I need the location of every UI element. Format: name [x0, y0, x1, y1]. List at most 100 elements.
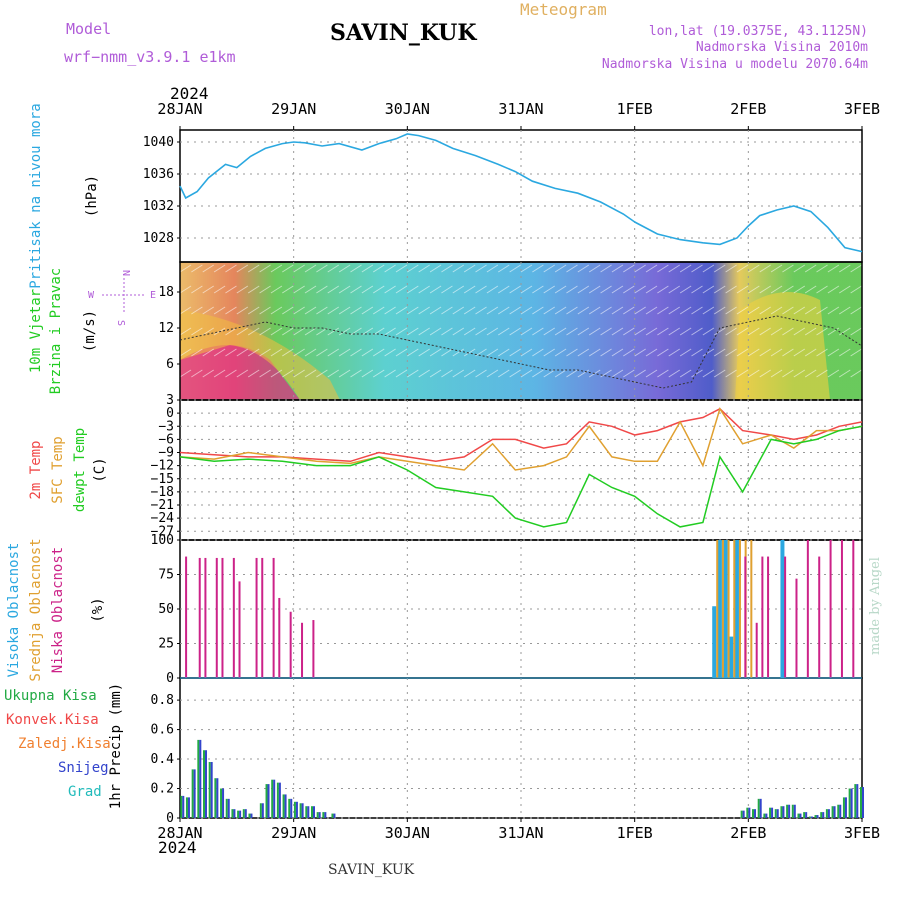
precip-bar-snow — [222, 788, 225, 818]
wind-barb-mark — [623, 327, 635, 336]
wind-barb-mark — [179, 306, 192, 315]
precip-bar-total — [814, 815, 817, 818]
wind-barb-mark — [452, 285, 465, 294]
wind-ylabel-2: Brzina i Pravac — [48, 268, 64, 394]
wind-barb-mark — [247, 348, 260, 357]
wind-barb-mark — [600, 348, 612, 357]
wind-barb-mark — [679, 264, 692, 273]
wind-barb-mark — [372, 285, 385, 294]
precip-bar-snow — [799, 813, 802, 818]
pressure-ylabel: Pritisak na nivou mora — [28, 103, 44, 288]
wind-barb-mark — [634, 285, 646, 294]
wind-barb-mark — [293, 327, 305, 336]
cloud-bar-1 — [721, 540, 724, 678]
precip-legend-4: Grad — [68, 784, 102, 800]
wind-barb-mark — [838, 285, 851, 294]
precip-legend-1: Konvek.Kisa — [6, 712, 99, 728]
wind-barb-mark — [441, 306, 453, 315]
wind-barb-mark — [407, 264, 419, 273]
wind-ytick-label: 12 — [158, 321, 174, 336]
precip-bar-total — [180, 795, 183, 818]
wind-barb-mark — [759, 264, 771, 273]
precip-ytick-label: 0 — [166, 811, 174, 826]
year-bottom: 2024 — [158, 838, 197, 857]
wind-barb-mark — [418, 285, 430, 294]
wind-barb-mark — [361, 306, 374, 315]
precip-bar-total — [265, 784, 268, 818]
wind-barb-mark — [554, 285, 567, 294]
wind-barb-mark — [384, 348, 396, 357]
wind-barb-mark — [668, 369, 681, 378]
wind-barb-mark — [770, 369, 783, 378]
precip-bar-snow — [793, 804, 796, 818]
wind-barb-mark — [850, 348, 862, 357]
wind-barb-mark — [213, 285, 226, 294]
wind-barb-mark — [725, 348, 737, 357]
precip-legend-0: Ukupna Kisa — [4, 688, 97, 704]
wind-barb-mark — [282, 306, 294, 315]
wind-barb-mark — [475, 348, 487, 357]
precip-bar-total — [208, 762, 211, 818]
pressure-unit: (hPa) — [84, 175, 100, 217]
precip-bar-total — [763, 813, 766, 818]
cloud-bar-1 — [727, 540, 730, 678]
wind-barb-mark — [827, 348, 840, 357]
year-top: 2024 — [170, 84, 209, 103]
wind-barb-mark — [566, 369, 578, 378]
wind-barb-mark — [588, 285, 601, 294]
compass-n: N — [120, 270, 131, 276]
wind-barb-mark — [247, 264, 260, 273]
wind-barb-mark — [816, 264, 828, 273]
wind-barb-mark — [407, 327, 419, 336]
model-elevation-label: Nadmorska Visina u modelu 2070.64m — [601, 57, 868, 72]
wind-barb-mark — [179, 327, 192, 336]
wind-barb-mark — [577, 264, 590, 273]
wind-barb-mark — [634, 348, 646, 357]
cloud-bar-2 — [852, 540, 855, 678]
wind-barb-mark — [691, 348, 703, 357]
precip-bar-snow — [776, 809, 779, 818]
wind-barb-mark — [475, 327, 487, 336]
time-label-bottom: 3FEB — [844, 824, 880, 842]
wind-barb-mark — [532, 369, 544, 378]
precip-bar-total — [854, 784, 857, 818]
wind-barb-mark — [520, 264, 533, 273]
wind-barb-mark — [509, 264, 521, 273]
wind-barb-mark — [748, 348, 760, 357]
wind-barb-mark — [691, 264, 703, 273]
precip-ytick-label: 0.8 — [151, 693, 174, 708]
precip-bar-snow — [827, 809, 830, 818]
wind-barb-mark — [441, 264, 453, 273]
wind-yellow-patch — [180, 310, 340, 400]
wind-barb-mark — [282, 369, 294, 378]
wind-barb-mark — [691, 369, 703, 378]
wind-barb-mark — [384, 264, 396, 273]
cloud-bar-2 — [255, 557, 258, 678]
wind-barb-mark — [793, 264, 806, 273]
temperature-ytick-label: −24 — [151, 511, 175, 526]
wind-barb-mark — [202, 327, 215, 336]
wind-barb-mark — [361, 264, 374, 273]
wind-barb-mark — [509, 306, 521, 315]
wind-barb-mark — [691, 327, 703, 336]
wind-barb-mark — [645, 264, 658, 273]
wind-barb-mark — [793, 285, 806, 294]
pressure-ytick-label: 1032 — [143, 199, 174, 214]
precip-bar-total — [316, 812, 319, 818]
wind-barb-mark — [407, 369, 419, 378]
wind-barb-mark — [702, 306, 715, 315]
wind-barb-mark — [407, 306, 419, 315]
wind-barb-mark — [441, 327, 453, 336]
wind-barb-mark — [804, 264, 817, 273]
wind-barb-mark — [736, 264, 749, 273]
precip-bar-snow — [210, 762, 213, 818]
wind-barb-mark — [816, 348, 828, 357]
compass-s: S — [115, 320, 126, 326]
wind-barb-mark — [475, 369, 487, 378]
wind-barb-mark — [327, 369, 340, 378]
wind-barb-mark — [236, 369, 249, 378]
wind-barb-mark — [236, 348, 249, 357]
wind-barb-mark — [645, 306, 658, 315]
wind-barb-mark — [293, 264, 305, 273]
precip-bar-snow — [771, 807, 774, 818]
